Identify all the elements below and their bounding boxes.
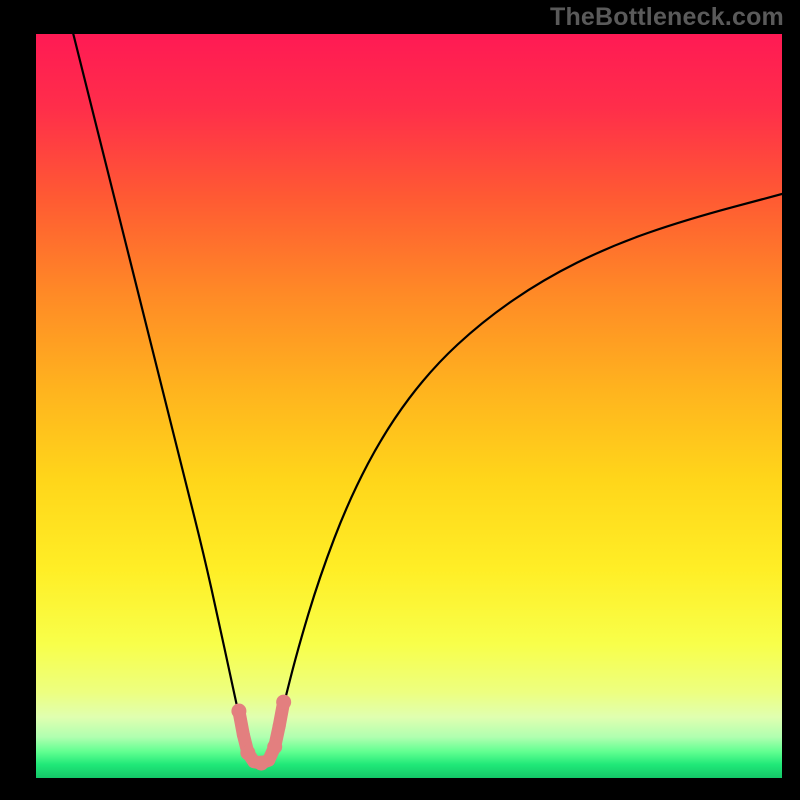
chart-svg (36, 34, 782, 778)
plot-area (36, 34, 782, 778)
marker-trail (231, 695, 291, 771)
marker-dot (240, 745, 255, 760)
watermark-label: TheBottleneck.com (550, 3, 784, 32)
bottleneck-curve-left (73, 34, 247, 748)
marker-dot (267, 739, 282, 754)
marker-dot (231, 704, 246, 719)
marker-dot (276, 695, 291, 710)
marker-dot (254, 756, 269, 771)
bottleneck-curve-right (272, 194, 782, 748)
